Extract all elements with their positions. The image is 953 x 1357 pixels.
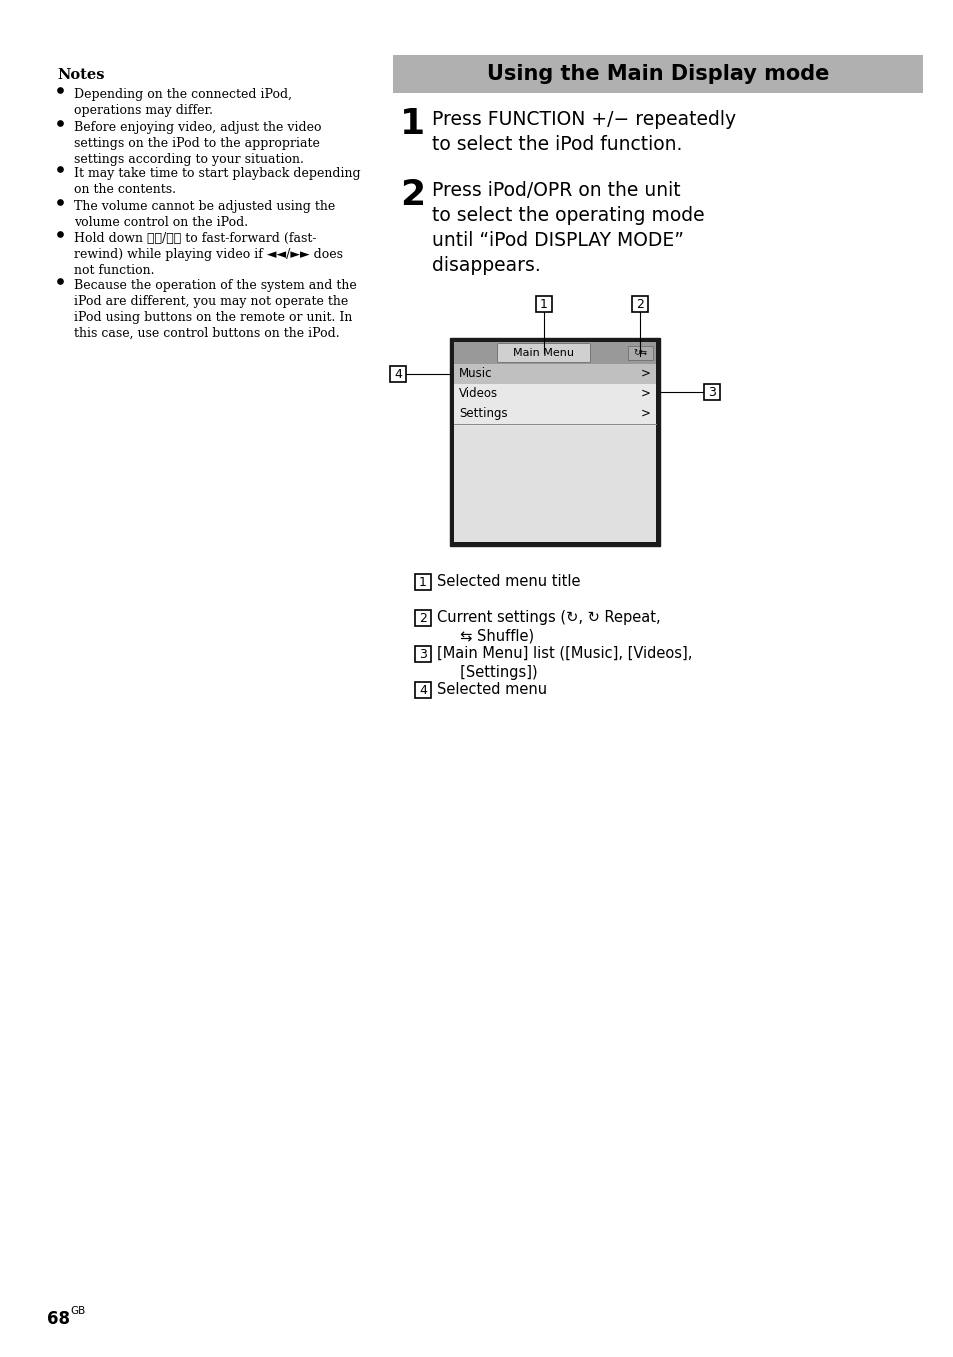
Text: 68: 68 (47, 1310, 70, 1329)
Bar (454, 342, 656, 364)
Bar (454, 364, 656, 384)
Text: Videos: Videos (458, 387, 497, 400)
Text: Press iPod/OPR on the unit
to select the operating mode
until “iPod DISPLAY MODE: Press iPod/OPR on the unit to select the… (432, 180, 704, 275)
Text: 3: 3 (418, 647, 427, 661)
Bar (536, 296, 552, 312)
Text: Selected menu title: Selected menu title (436, 574, 579, 589)
Text: 2: 2 (636, 297, 644, 311)
Text: Settings: Settings (458, 407, 507, 421)
Text: Hold down ⏮⏮/⏭⏭ to fast-forward (fast-
rewind) while playing video if ◄◄/►► does: Hold down ⏮⏮/⏭⏭ to fast-forward (fast- r… (74, 232, 343, 277)
Text: Main Menu: Main Menu (513, 347, 574, 358)
Text: Before enjoying video, adjust the video
settings on the iPod to the appropriate
: Before enjoying video, adjust the video … (74, 121, 321, 166)
Bar (632, 296, 648, 312)
Bar (627, 346, 652, 360)
Text: It may take time to start playback depending
on the contents.: It may take time to start playback depen… (74, 167, 360, 195)
Text: GB: GB (70, 1305, 85, 1316)
Bar (415, 683, 431, 697)
Text: Because the operation of the system and the
iPod are different, you may not oper: Because the operation of the system and … (74, 278, 356, 339)
Text: Selected menu: Selected menu (436, 683, 547, 697)
Text: 4: 4 (394, 368, 401, 380)
Text: 3: 3 (707, 385, 715, 399)
Text: 1: 1 (399, 107, 425, 141)
Text: >: > (640, 366, 650, 380)
Text: ↻⇆: ↻⇆ (633, 349, 647, 357)
Text: Depending on the connected iPod,
operations may differ.: Depending on the connected iPod, operati… (74, 88, 292, 117)
Text: [Main Menu] list ([Music], [Videos],
     [Settings]): [Main Menu] list ([Music], [Videos], [Se… (436, 646, 692, 680)
Text: >: > (640, 407, 650, 421)
Text: 2: 2 (418, 612, 427, 624)
Text: 2: 2 (399, 178, 425, 212)
Bar (454, 342, 656, 541)
Bar (415, 646, 431, 662)
Text: Press FUNCTION +/− repeatedly
to select the iPod function.: Press FUNCTION +/− repeatedly to select … (432, 110, 736, 153)
Text: The volume cannot be adjusted using the
volume control on the iPod.: The volume cannot be adjusted using the … (74, 199, 335, 228)
Text: >: > (640, 387, 650, 400)
Bar (390, 366, 406, 383)
Bar (450, 338, 659, 546)
Text: Music: Music (458, 366, 492, 380)
Bar (415, 574, 431, 590)
Text: Using the Main Display mode: Using the Main Display mode (486, 64, 828, 84)
Bar (703, 384, 720, 400)
Text: Current settings (↻, ↻ Repeat,
     ⇆ Shuffle): Current settings (↻, ↻ Repeat, ⇆ Shuffle… (436, 611, 659, 643)
Bar (454, 426, 656, 541)
Text: 1: 1 (539, 297, 547, 311)
Bar (393, 56, 923, 94)
Text: Notes: Notes (57, 68, 105, 81)
Text: 4: 4 (418, 684, 427, 696)
Bar (415, 611, 431, 626)
FancyBboxPatch shape (497, 343, 590, 362)
Text: 1: 1 (418, 575, 427, 589)
